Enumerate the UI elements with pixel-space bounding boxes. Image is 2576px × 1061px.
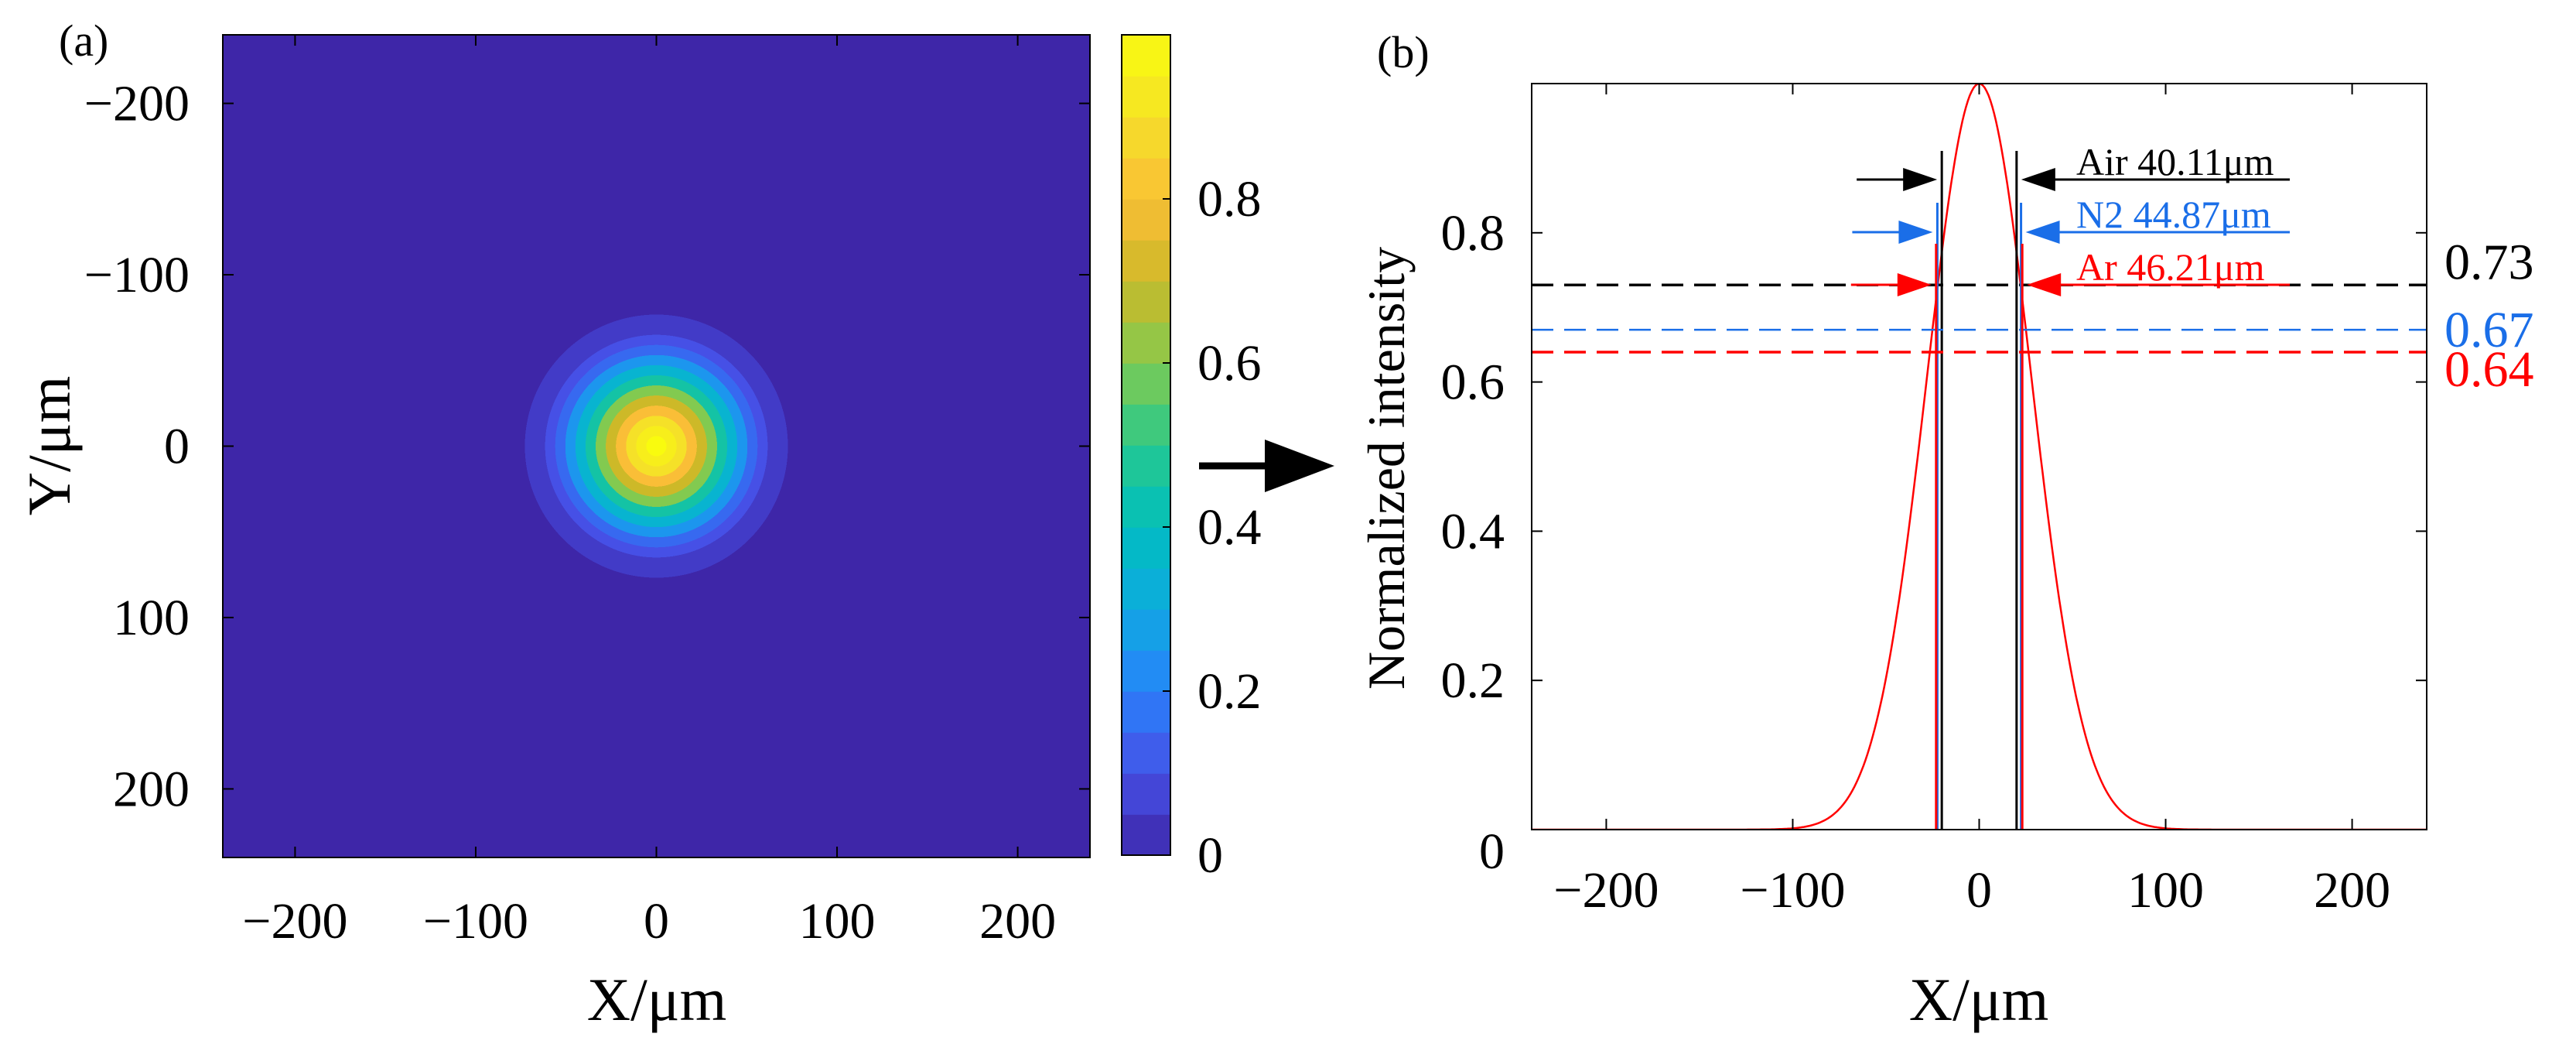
panel-b: (b) −200 −100 0 100 200 0 0.2 0.4 0.6 0.8 Air 40.…	[1357, 27, 2534, 1033]
profile-xlabel: X/μm	[1909, 966, 2049, 1033]
profile-xtick-label: −100	[1740, 862, 1845, 919]
heatmap-xtick-label: 0	[644, 893, 669, 950]
colorbar-frame	[1121, 34, 1171, 856]
profile-xtick-label: 200	[2314, 862, 2390, 919]
profile-ytick-label: 0	[1479, 823, 1505, 880]
arrow-head-right-icon	[1897, 273, 1932, 296]
arrow-head-right-icon	[1903, 168, 1938, 191]
width-label-n2: N2 44.87μm	[2076, 193, 2271, 236]
colorbar-segment	[1122, 76, 1170, 118]
profile-ytick-label: 0.4	[1441, 503, 1505, 560]
profile-xtick-label: −200	[1553, 862, 1659, 919]
profile-ytick-label: 0.8	[1441, 205, 1505, 262]
colorbar-segment	[1122, 117, 1170, 159]
colorbar-segment	[1122, 281, 1170, 323]
colorbar-tick-label: 0.4	[1197, 499, 1262, 556]
colorbar-segment	[1122, 486, 1170, 528]
profile-xtick-label: 0	[1966, 862, 1992, 919]
colorbar-segment	[1122, 609, 1170, 651]
colorbar-segment	[1122, 814, 1170, 856]
heatmap-ytick-label: −200	[84, 76, 190, 132]
threshold-value-air: 0.73	[2444, 234, 2534, 290]
heatmap-ytick-label: 100	[113, 590, 190, 646]
colorbar-tick-label: 0.6	[1197, 335, 1262, 392]
colorbar-tick-label: 0.2	[1197, 663, 1262, 720]
heatmap-ticks: −200 −100 0 100 200 −200 −100 0 100 200	[84, 35, 1090, 950]
profile-xtick-label: 100	[2127, 862, 2204, 919]
colorbar-segment	[1122, 732, 1170, 774]
colorbar-segment	[1122, 322, 1170, 364]
profile-frame	[1531, 83, 2427, 830]
colorbar-segment	[1122, 404, 1170, 446]
heatmap-ytick-label: −100	[84, 247, 190, 303]
colorbar-segment	[1122, 35, 1170, 77]
colorbar-segment	[1122, 158, 1170, 200]
colorbar-segment	[1122, 773, 1170, 815]
width-label-ar: Ar 46.21μm	[2076, 245, 2265, 289]
heatmap-xtick-label: 200	[979, 893, 1056, 950]
profile-ytick-label: 0.2	[1441, 652, 1505, 709]
threshold-value-ar: 0.64	[2444, 341, 2534, 398]
colorbar-tick-label: 0	[1197, 827, 1223, 884]
profile-ytick-label: 0.6	[1441, 354, 1505, 411]
arrow-head-left-icon	[2027, 273, 2062, 296]
heatmap-xtick-label: −200	[242, 893, 347, 950]
intensity-profile-line	[1532, 84, 2427, 830]
heatmap-xtick-label: −100	[423, 893, 528, 950]
profile-ticks: −200 −100 0 100 200 0 0.2 0.4 0.6 0.8	[1441, 84, 2427, 919]
colorbar-ticks: 0 0.2 0.4 0.6 0.8	[1163, 171, 1262, 884]
width-label-air: Air 40.11μm	[2076, 140, 2274, 183]
heatmap-ytick-label: 200	[113, 761, 190, 817]
colorbar	[1122, 35, 1170, 856]
colorbar-segment	[1122, 691, 1170, 733]
colorbar-segment	[1122, 445, 1170, 487]
profile-ylabel: Normalized intensity	[1357, 247, 1416, 690]
arrow-head-left-icon	[2021, 168, 2055, 191]
panel-arrow-icon	[1199, 440, 1334, 492]
colorbar-segment	[1122, 240, 1170, 282]
profile-plot-area	[1532, 84, 2427, 830]
colorbar-segment	[1122, 650, 1170, 692]
heatmap-ylabel: Y/μm	[15, 376, 83, 516]
colorbar-segment	[1122, 568, 1170, 610]
width-annotations: Air 40.11μm 0.73 N2 44.87μm 0.67 Ar 46.21μm 0…	[1850, 140, 2534, 398]
threshold-value-n2: 0.67	[2444, 302, 2534, 358]
panel-a-label: (a)	[59, 15, 108, 66]
heatmap-xtick-label: 100	[799, 893, 876, 950]
heatmap-ytick-label: 0	[164, 419, 190, 475]
arrow-head-right-icon	[1898, 221, 1933, 244]
colorbar-segment	[1122, 363, 1170, 405]
beam-spot	[453, 243, 859, 649]
colorbar-segment	[1122, 199, 1170, 241]
arrow-head-left-icon	[2025, 221, 2060, 244]
panel-b-label: (b)	[1377, 27, 1430, 77]
colorbar-tick-label: 0.8	[1197, 171, 1262, 228]
heatmap-xlabel: X/μm	[587, 966, 727, 1033]
colorbar-segment	[1122, 527, 1170, 569]
